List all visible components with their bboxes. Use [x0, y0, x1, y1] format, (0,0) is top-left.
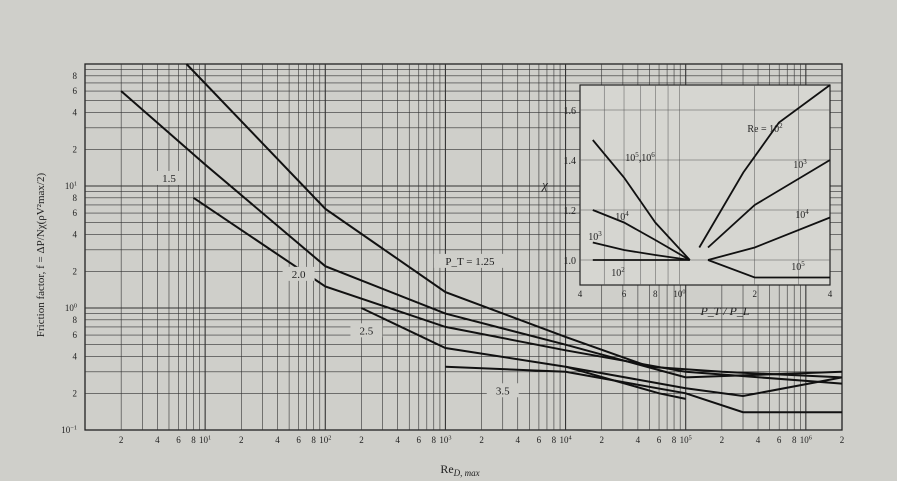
curve-label: 1.5	[162, 173, 176, 185]
y-tick-label: 8	[73, 71, 78, 81]
x-tick-label: 101	[199, 434, 211, 445]
y-tick-label: 8	[73, 193, 78, 203]
x-tick-label: 4	[515, 435, 520, 445]
x-tick-label: 8	[191, 435, 196, 445]
x-tick-label: 8	[792, 435, 797, 445]
curve-label-bg	[152, 170, 185, 185]
inset-x-tick-label: 100	[673, 288, 685, 299]
y-tick-label: 10−1	[61, 424, 77, 435]
x-tick-label: 6	[417, 435, 422, 445]
inset-curve-10^3 right	[707, 159, 831, 249]
curve-label: P_T = 1.25	[445, 256, 495, 268]
plot-frame	[84, 63, 843, 431]
x-tick-label: 2	[599, 435, 604, 445]
x-tick-label: 105	[680, 434, 692, 445]
y-tick-label: 2	[73, 388, 78, 398]
x-tick-label: 4	[275, 435, 280, 445]
x-tick-label: 106	[800, 434, 812, 445]
y-tick-label: 2	[73, 144, 78, 154]
x-tick-label: 102	[319, 434, 331, 445]
inset-chart: 4 6 8 100 2 4 1.0 1.2 1.4 1.6 P_T / P_L χ Re = 102 10…	[540, 84, 833, 318]
y-tick-label: 6	[73, 208, 78, 218]
inset-curve-Re=10^2	[698, 84, 831, 248]
x-tick-label: 6	[176, 435, 181, 445]
inset-curve-10^3 left	[592, 241, 690, 261]
inset-frame	[579, 84, 831, 286]
inset-curve-10^5,10^6 left	[592, 139, 691, 261]
x-tick-label: 4	[756, 435, 761, 445]
inset-curve-10^5 right	[707, 259, 830, 279]
inset-curve-label: 104	[795, 208, 809, 221]
curve-label: 2.5	[360, 325, 374, 337]
inset-curve-label: Re = 102	[747, 122, 783, 135]
inset-x-axis-title: P_T / P_L	[699, 304, 749, 318]
inset-curve-label: 103	[588, 230, 602, 243]
y-tick-label: 8	[73, 315, 78, 325]
x-tick-label: 6	[657, 435, 662, 445]
y-tick-label: 101	[65, 180, 77, 191]
x-tick-label: 2	[840, 435, 845, 445]
x-tick-label: 4	[636, 435, 641, 445]
y-tick-label: 100	[65, 302, 77, 313]
curve-label-bg	[433, 253, 506, 268]
x-tick-label: 2	[239, 435, 244, 445]
inset-curve-10^4 right	[707, 216, 831, 261]
curve-1.5	[120, 90, 843, 379]
inset-x-tick-label: 2	[752, 289, 757, 299]
x-tick-label: 8	[311, 435, 316, 445]
axis-labels: 2 4 6 8 101 2 4 6 8 102 2 4 6 8 103 2 4 6 8 104 2 4 6 8 105 2 4 6 8 1…	[35, 71, 844, 478]
y-tick-label: 2	[73, 266, 78, 276]
inset-x-tick-label: 6	[622, 289, 627, 299]
y-tick-label: 4	[73, 352, 78, 362]
curve-1.25	[185, 63, 843, 379]
x-tick-label: 4	[395, 435, 400, 445]
inset-curve-label: 105,106	[625, 151, 655, 164]
curve-label-bg	[350, 323, 383, 338]
inset-curve-label: 103	[793, 158, 807, 171]
y-tick-label: 4	[73, 108, 78, 118]
inset-y-tick-label: 1.2	[564, 206, 577, 217]
x-tick-label: 6	[777, 435, 782, 445]
curve-label: 2.0	[292, 269, 306, 281]
y-tick-label: 4	[73, 230, 78, 240]
x-tick-label: 2	[720, 435, 725, 445]
x-tick-label: 103	[439, 434, 451, 445]
curve-2.5-branch	[565, 365, 686, 400]
curve-label-bg	[282, 266, 315, 281]
curve-label-bg	[486, 383, 519, 398]
inset-y-tick-label: 1.4	[564, 156, 577, 167]
inset-y-tick-label: 1.6	[564, 106, 577, 117]
inset-curve-label: 104	[615, 210, 629, 223]
x-tick-label: 2	[359, 435, 364, 445]
x-tick-label: 8	[552, 435, 557, 445]
x-tick-label: 2	[119, 435, 124, 445]
x-tick-label: 4	[155, 435, 160, 445]
main-labels: 1.5 P_T = 1.25 2.0 2.5 3.5	[152, 170, 519, 398]
x-tick-label: 104	[559, 434, 572, 445]
inset-y-tick-label: 1.0	[564, 256, 577, 267]
inset-curve-label: 102	[611, 266, 625, 279]
inset-x-tick-label: 4	[828, 289, 833, 299]
inset-x-tick-label: 4	[578, 289, 583, 299]
curve-3.5	[445, 365, 842, 414]
curve-label: 3.5	[496, 385, 510, 397]
inset-curve-label: 105	[791, 260, 805, 273]
x-axis-title: ReD, max	[440, 462, 479, 478]
y-axis-title: Friction factor, f = ΔP/Nχ(ρV²max/2)	[35, 173, 47, 338]
x-tick-label: 8	[432, 435, 437, 445]
inset-x-tick-label: 8	[653, 289, 658, 299]
curve-2.5	[360, 307, 843, 398]
x-tick-label: 6	[296, 435, 301, 445]
inset-curve-10^4 left	[592, 209, 691, 261]
y-tick-label: 6	[73, 86, 78, 96]
x-tick-label: 2	[479, 435, 484, 445]
x-tick-label: 8	[672, 435, 677, 445]
x-tick-label: 6	[537, 435, 542, 445]
y-tick-label: 6	[73, 330, 78, 340]
inset-y-axis-title: χ	[540, 177, 548, 192]
